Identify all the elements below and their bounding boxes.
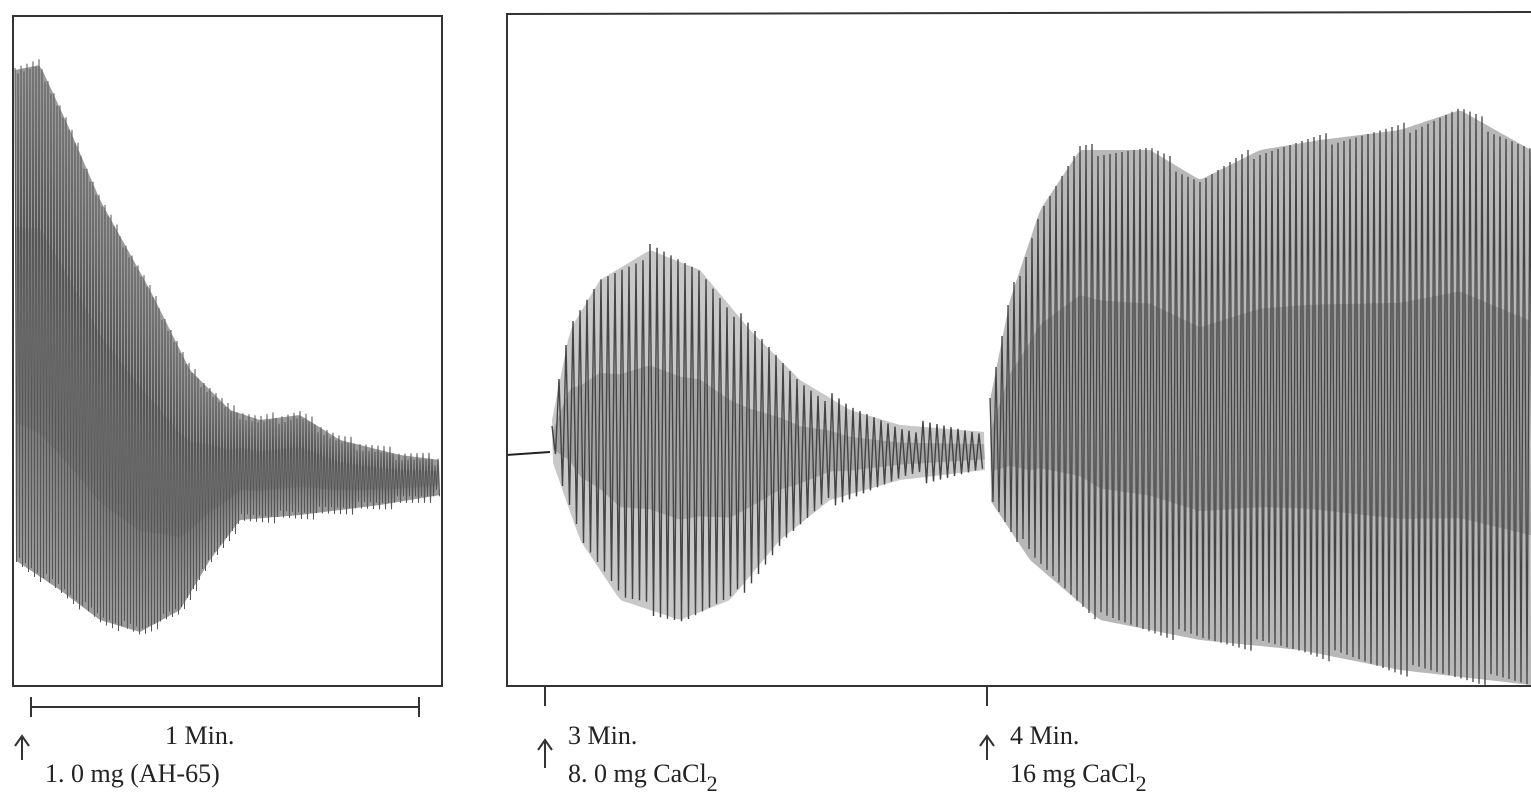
dose-subscript: 2 <box>707 771 718 793</box>
figure: 1 Min. 1. 0 mg (AH-65) 3 Min. 8. 0 mg Ca… <box>0 0 1531 793</box>
time-label: 4 Min. <box>1010 721 1079 750</box>
dose-subscript: 2 <box>1136 771 1147 793</box>
arrow <box>15 736 29 760</box>
time-label: 1 Min. <box>165 721 234 750</box>
time-label: 3 Min. <box>568 721 637 750</box>
time-bar <box>31 697 419 717</box>
dose-label: 8. 0 mg CaCl2 <box>568 759 718 793</box>
dose-label: 16 mg CaCl2 <box>1010 759 1147 793</box>
dose-text: 8. 0 mg CaCl <box>568 759 707 788</box>
arrow <box>538 740 552 768</box>
dose-text: 16 mg CaCl <box>1010 759 1136 788</box>
trace <box>507 452 550 455</box>
axis-ticks <box>545 686 987 706</box>
arrow <box>980 736 994 760</box>
dose-label: 1. 0 mg (AH-65) <box>45 759 220 788</box>
traces <box>15 59 1531 686</box>
